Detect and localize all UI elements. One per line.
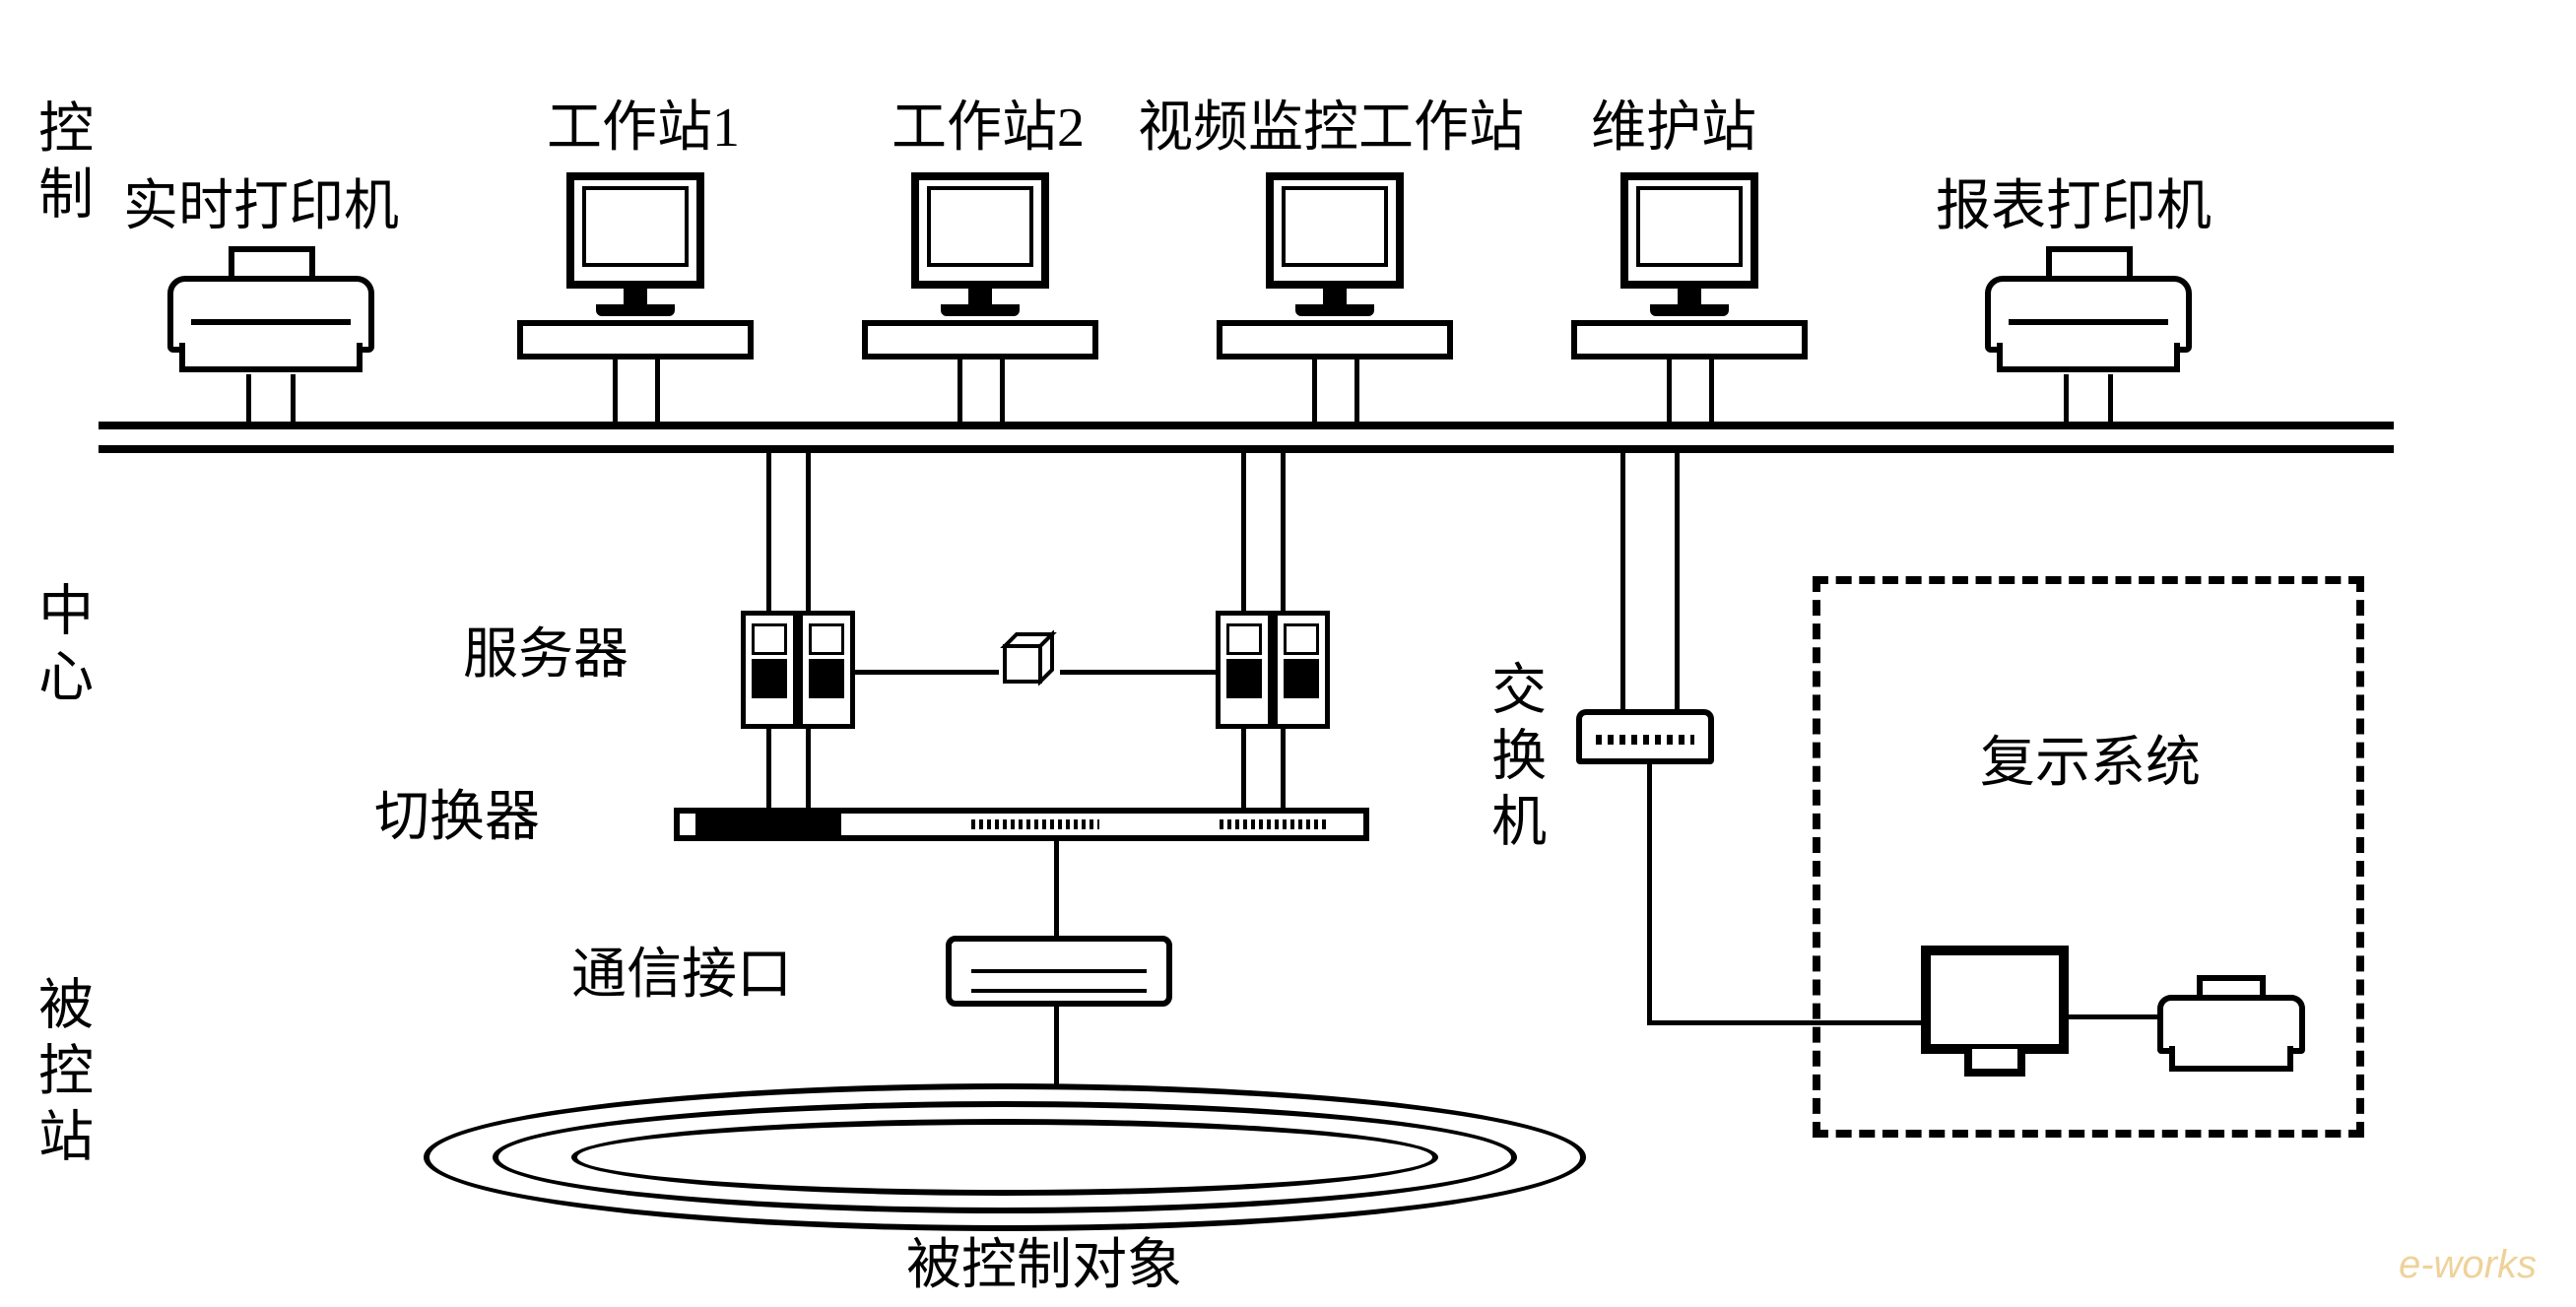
srv-cube-line-r bbox=[1060, 670, 1216, 675]
drop-wsv-b bbox=[1354, 359, 1359, 422]
drop-wsm-b bbox=[1709, 359, 1714, 422]
switch-drop bbox=[1054, 841, 1059, 936]
diagram-canvas: 控制 中心 被控站 实时打印机 工作站1 工作站2 视频监控工作站 维护站 报表… bbox=[0, 0, 2576, 1307]
srv1-drop-b bbox=[806, 729, 811, 808]
section-label-center: 中心 bbox=[30, 581, 91, 713]
bus-drop-srv2b bbox=[1281, 453, 1286, 611]
section-label-controlled: 被控站 bbox=[30, 975, 91, 1174]
ws2-icon bbox=[862, 172, 1098, 379]
mon-printer-line bbox=[2069, 1014, 2157, 1019]
label-netswitch: 交换机 bbox=[1483, 660, 1544, 859]
bus-drop-srv1a bbox=[766, 453, 771, 611]
ws1-icon bbox=[517, 172, 754, 379]
drop-printer-rep-a bbox=[2064, 374, 2069, 422]
drop-ws1-a bbox=[613, 359, 618, 422]
network-switch-icon bbox=[1576, 709, 1714, 764]
label-ws-maint: 维护站 bbox=[1591, 98, 1756, 160]
bus-drop-srv2a bbox=[1241, 453, 1246, 611]
switcher-bar-icon bbox=[674, 808, 1369, 841]
drop-wsm-a bbox=[1667, 359, 1672, 422]
label-ws-video: 视频监控工作站 bbox=[1138, 98, 1524, 160]
ws-video-icon bbox=[1217, 172, 1453, 379]
srv1-drop-a bbox=[766, 729, 771, 808]
label-ws2: 工作站2 bbox=[892, 98, 1085, 160]
comm-interface-icon bbox=[946, 936, 1172, 1007]
drop-ws1-b bbox=[655, 359, 660, 422]
label-printer-rt: 实时打印机 bbox=[123, 177, 399, 238]
ws-maint-icon bbox=[1571, 172, 1808, 379]
label-comm: 通信接口 bbox=[571, 946, 792, 1007]
bus-drop-nsw-b bbox=[1675, 453, 1680, 709]
label-ws1: 工作站1 bbox=[547, 98, 740, 160]
drop-printer-rt-b bbox=[291, 374, 296, 422]
drop-ws2-a bbox=[958, 359, 962, 422]
watermark: e-works bbox=[2399, 1243, 2537, 1287]
srv-cube-line-l bbox=[855, 670, 999, 675]
server-2a-icon bbox=[1216, 611, 1273, 729]
srv2-drop-b bbox=[1281, 729, 1286, 808]
drop-ws2-b bbox=[1000, 359, 1005, 422]
label-switcher: 切换器 bbox=[374, 788, 540, 849]
section-label-control: 控制 bbox=[30, 98, 91, 230]
srv2-drop-a bbox=[1241, 729, 1246, 808]
printer-rep-icon bbox=[1985, 246, 2192, 374]
drop-wsv-a bbox=[1312, 359, 1317, 422]
label-repeat: 复示系统 bbox=[1980, 734, 2201, 795]
label-server: 服务器 bbox=[463, 625, 628, 686]
comm-drop bbox=[1054, 1007, 1059, 1093]
bus-line-top bbox=[99, 422, 2394, 429]
server-1b-icon bbox=[798, 611, 855, 729]
cube-icon bbox=[999, 630, 1060, 686]
controlled-ellipse bbox=[424, 1083, 1586, 1231]
bus-drop-nsw-a bbox=[1620, 453, 1625, 709]
nsw-down bbox=[1647, 764, 1652, 1020]
repeat-monitor-icon bbox=[1921, 946, 2069, 1083]
bus-line-bot bbox=[99, 445, 2394, 453]
bus-drop-srv1b bbox=[806, 453, 811, 611]
drop-printer-rt-a bbox=[246, 374, 251, 422]
label-controlled-object: 被控制对象 bbox=[906, 1236, 1182, 1297]
label-printer-rep: 报表打印机 bbox=[1936, 177, 2212, 238]
server-1a-icon bbox=[741, 611, 798, 729]
drop-printer-rep-b bbox=[2108, 374, 2113, 422]
server-2b-icon bbox=[1273, 611, 1330, 729]
repeat-printer-icon bbox=[2157, 975, 2305, 1074]
printer-rt-icon bbox=[167, 246, 374, 374]
